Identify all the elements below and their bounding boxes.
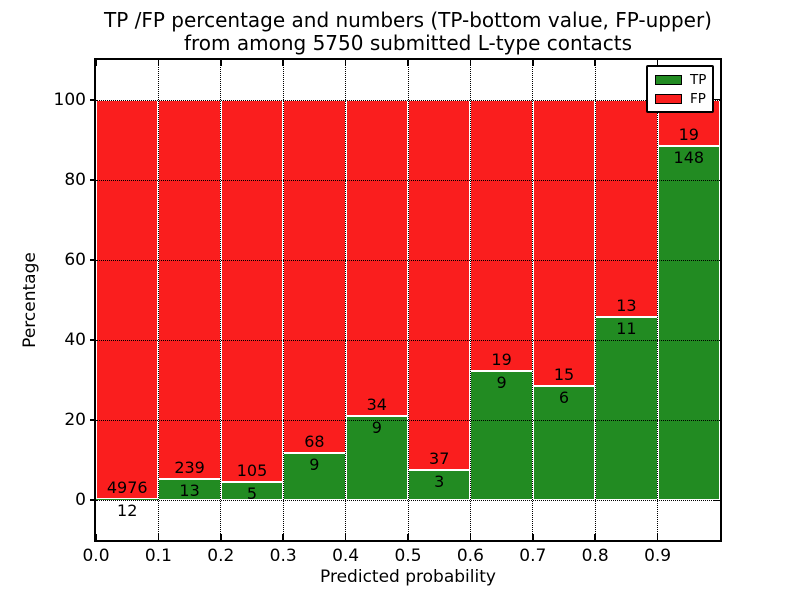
chart-subtitle: from among 5750 submitted L-type contact…: [183, 31, 633, 55]
legend-label: TP: [690, 71, 707, 88]
gridline-vertical: [532, 60, 534, 540]
tp-bar-segment: [657, 145, 720, 500]
legend-item-fp: FP: [655, 90, 706, 107]
fp-bar-segment: [96, 100, 159, 499]
gridline-vertical: [345, 60, 347, 540]
y-tick-label: 80: [64, 170, 86, 190]
legend-item-tp: TP: [655, 71, 707, 88]
y-tick-mark-left: [89, 499, 96, 501]
gridline-vertical: [157, 60, 159, 540]
gridline-vertical: [282, 60, 284, 540]
fp-bar-segment: [220, 100, 284, 482]
fp-bar-segment: [470, 100, 533, 372]
x-tick-mark-top: [95, 60, 97, 66]
y-tick-label: 60: [64, 250, 86, 270]
fp-count-label: 34: [366, 395, 387, 415]
y-axis-label: Percentage: [20, 252, 40, 348]
fp-bar-segment: [158, 100, 221, 480]
x-tick-label: 0.0: [82, 546, 110, 566]
tp-bar-segment: [532, 385, 596, 500]
x-tick-label: 0.8: [581, 546, 609, 566]
x-tick-label: 0.5: [394, 546, 422, 566]
tp-bar-segment: [158, 479, 221, 500]
x-tick-label: 0.4: [332, 546, 360, 566]
x-tick-label: 0.7: [519, 546, 547, 566]
gridline-vertical: [407, 60, 409, 540]
tp-bar-segment: [470, 371, 533, 500]
y-tick-label: 40: [64, 330, 86, 350]
gridline-horizontal: [96, 179, 720, 181]
y-tick-mark-left: [89, 179, 96, 181]
gridline-vertical: [220, 60, 222, 540]
fp-bar-segment: [408, 100, 471, 470]
fp-count-label: 15: [553, 364, 575, 384]
x-tick-label: 0.3: [269, 546, 297, 566]
gridline-horizontal: [96, 419, 720, 421]
tp-count-label: 5: [246, 483, 258, 503]
legend-swatch-fp: [655, 93, 682, 104]
y-tick-mark-left: [89, 259, 96, 261]
tp-count-label: 11: [616, 318, 637, 338]
gridline-vertical: [594, 60, 596, 540]
tp-count-label: 9: [371, 418, 382, 438]
tp-count-label: 3: [434, 472, 445, 491]
gridline-horizontal: [96, 339, 720, 341]
legend: TP FP: [646, 65, 714, 113]
tp-count-label: 6: [558, 387, 570, 407]
x-tick-label: 0.6: [456, 546, 484, 566]
fp-count-label: 19: [678, 124, 699, 144]
x-axis-label: Predicted probability: [320, 567, 496, 587]
x-tick-label: 0.2: [207, 546, 235, 566]
tp-count-label: 13: [179, 481, 200, 501]
tp-count-label: 9: [309, 455, 320, 475]
fp-count-label: 37: [429, 449, 450, 468]
fp-bar-segment: [532, 100, 596, 386]
tp-count-label: 9: [496, 373, 507, 393]
gridline-horizontal: [96, 259, 720, 261]
tp-count-label: 148: [673, 147, 705, 167]
fp-bar-segment: [345, 100, 408, 417]
gridline-vertical: [657, 60, 659, 540]
tp-bar-segment: [595, 316, 658, 500]
y-tick-label: 0: [75, 490, 86, 510]
fp-count-label: 13: [616, 295, 637, 315]
gridline-vertical: [469, 60, 471, 540]
chart-title: TP /FP percentage and numbers (TP-bottom…: [104, 8, 712, 32]
fp-count-label: 4976: [106, 478, 148, 497]
x-tick-mark-bottom: [95, 534, 97, 540]
tp-bar-segment: [408, 470, 471, 500]
fp-count-label: 19: [491, 350, 512, 370]
tp-bar-segment: [283, 453, 346, 500]
fp-bar-segment: [283, 100, 346, 454]
gridline-horizontal: [96, 499, 720, 501]
fp-bar-segment: [595, 100, 658, 317]
gridline-horizontal: [96, 99, 720, 101]
y-tick-mark-left: [89, 339, 96, 341]
x-tick-label: 0.1: [144, 546, 172, 566]
x-tick-label: 0.9: [644, 546, 672, 566]
plot-area: 4976 12 239 13 105 5 68 9 34 9 37 3 19 9 15 6 13 11 19 148: [95, 60, 720, 540]
y-tick-mark-left: [89, 99, 96, 101]
tp-bar-segment: [220, 481, 284, 500]
fp-count-label: 68: [304, 432, 325, 452]
y-tick-label: 100: [53, 90, 86, 110]
y-tick-mark-left: [89, 419, 96, 421]
y-tick-label: 20: [64, 410, 86, 430]
legend-label: FP: [690, 90, 706, 107]
fp-count-label: 105: [236, 460, 268, 480]
legend-swatch-tp: [655, 74, 682, 85]
fp-count-label: 239: [174, 458, 205, 478]
tp-bar-segment: [345, 416, 408, 500]
tp-count-label: 12: [117, 501, 138, 520]
